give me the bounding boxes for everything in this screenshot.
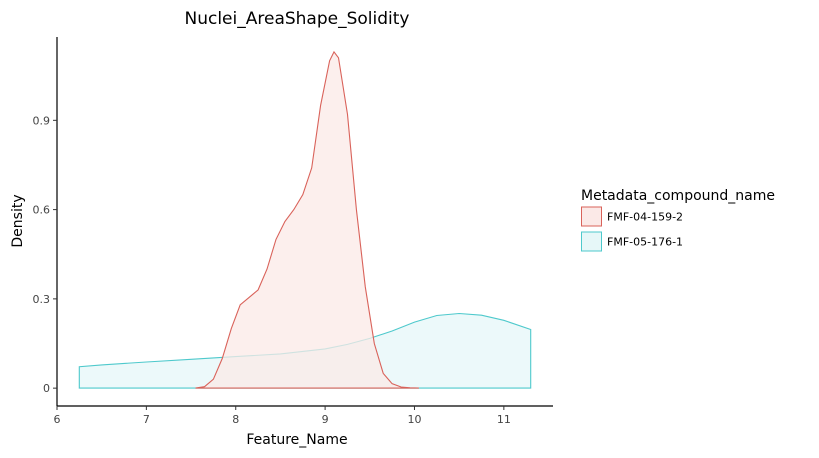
- x-tick-label: 7: [143, 413, 150, 426]
- x-tick-label: 6: [54, 413, 61, 426]
- y-axis-title: Density: [10, 194, 26, 247]
- x-tick-label: 11: [497, 413, 511, 426]
- legend-swatch: [581, 231, 602, 252]
- x-axis-title: Feature_Name: [246, 432, 347, 448]
- density-area-series-1: [195, 50, 419, 389]
- x-axis-ticks: 6 7 8 9 10 11: [54, 406, 511, 426]
- plot-area: [78, 50, 532, 389]
- x-tick-label: 8: [232, 413, 239, 426]
- y-tick-label: 0.6: [33, 204, 51, 217]
- legend-swatch: [581, 206, 602, 227]
- x-tick-label: 10: [407, 413, 421, 426]
- legend-label: FMF-04-159-2: [607, 211, 683, 224]
- chart-title: Nuclei_AreaShape_Solidity: [185, 9, 410, 29]
- y-tick-label: 0.9: [33, 114, 51, 127]
- legend-label: FMF-05-176-1: [607, 236, 683, 249]
- y-tick-label: 0.3: [33, 293, 51, 306]
- x-tick-label: 9: [322, 413, 329, 426]
- y-axis-ticks: 0 0.3 0.6 0.9: [33, 114, 57, 395]
- y-tick-label: 0: [43, 382, 50, 395]
- legend-title: Metadata_compound_name: [581, 188, 775, 204]
- legend: Metadata_compound_name FMF-04-159-2 FMF-0…: [581, 188, 775, 252]
